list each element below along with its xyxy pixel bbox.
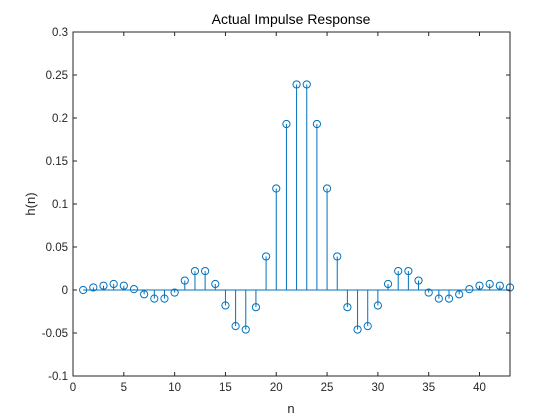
stem-marker	[434, 294, 443, 303]
stem-marker	[140, 290, 149, 299]
stem-marker	[221, 301, 230, 310]
stem-marker	[129, 285, 139, 294]
stem-marker	[211, 279, 220, 289]
stem-marker	[373, 301, 382, 310]
stem-marker	[404, 266, 413, 276]
y-tick-label: 0	[62, 285, 68, 297]
stem-marker	[322, 184, 332, 193]
y-tick-label: 0.2	[52, 113, 68, 125]
stem-marker	[414, 276, 423, 285]
stem-marker	[89, 283, 98, 292]
stem-marker	[495, 281, 504, 290]
stem-marker	[79, 285, 88, 295]
stem-marker	[190, 266, 200, 276]
stem-marker	[272, 184, 281, 193]
chart-title: Actual Impulse Response	[212, 11, 371, 27]
stem-marker	[109, 279, 118, 289]
stem-marker	[363, 322, 372, 331]
stem-marker	[261, 252, 271, 261]
stem-marker	[292, 80, 301, 89]
x-tick-label: 5	[121, 382, 127, 394]
stem-marker	[475, 281, 484, 290]
stem-marker	[333, 252, 342, 261]
y-tick-label: 0.3	[52, 27, 68, 39]
x-tick-label: 15	[219, 382, 232, 394]
axes-background	[73, 32, 510, 376]
stem-marker	[455, 290, 464, 299]
stem-marker	[282, 119, 291, 129]
x-tick-label: 30	[371, 382, 384, 394]
x-tick-label: 35	[422, 382, 435, 394]
x-tick-label: 0	[70, 382, 76, 394]
x-axis-label: n	[287, 401, 294, 416]
stem-marker	[424, 288, 433, 297]
stem-marker	[353, 325, 362, 334]
stem-marker	[465, 285, 474, 294]
stem-marker	[180, 276, 189, 285]
stem-marker	[485, 279, 494, 289]
y-axis-label: h(n)	[23, 192, 38, 215]
ticks-layer: 0 5 10 15 20 25 30 35 40 -0.1 -0.05 0 0.05 0.1 0.15 0.2…	[42, 27, 510, 394]
stem-marker	[241, 325, 250, 334]
stem-marker	[302, 80, 311, 89]
x-tick-label: 20	[270, 382, 283, 394]
stem-marker	[150, 294, 159, 303]
y-tick-label: 0.15	[46, 156, 68, 168]
stem-marker	[383, 279, 393, 289]
y-tick-label: -0.1	[48, 371, 68, 383]
y-tick-label: 0.05	[46, 242, 68, 254]
stem-marker	[201, 266, 210, 276]
y-tick-label: -0.05	[42, 328, 68, 340]
stem-marker	[231, 322, 240, 331]
x-tick-label: 25	[321, 382, 334, 394]
y-tick-label: 0.1	[52, 199, 68, 211]
x-tick-label: 10	[168, 382, 181, 394]
stem-marker	[444, 294, 454, 303]
stem-marker	[312, 119, 322, 129]
stem-marker	[343, 303, 352, 312]
stem-marker	[170, 288, 179, 297]
y-tick-label: 0.25	[46, 70, 68, 82]
stem-marker	[99, 281, 108, 290]
stem-marker	[251, 303, 261, 312]
stem-marker	[160, 294, 169, 303]
x-tick-label: 40	[473, 382, 486, 394]
stem-marker	[119, 281, 128, 290]
stem-marker	[394, 266, 403, 276]
